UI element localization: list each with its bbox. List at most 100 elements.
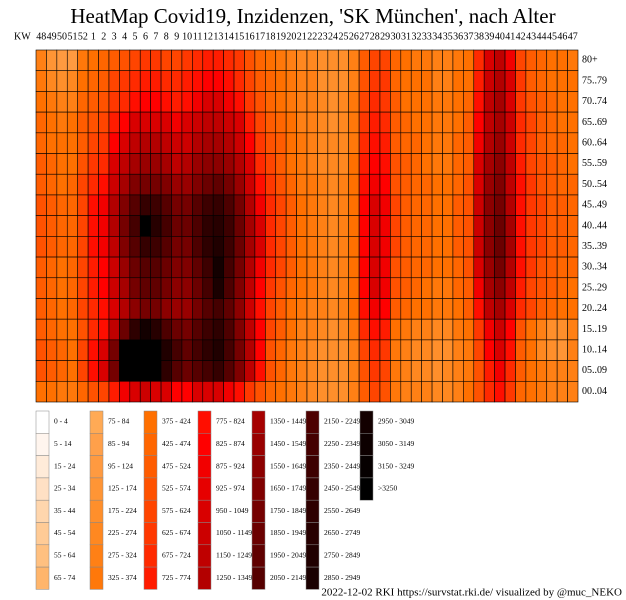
heatmap-cell bbox=[46, 298, 58, 320]
legend-label: 5 - 14 bbox=[54, 439, 72, 448]
heatmap-cell bbox=[244, 132, 256, 154]
heatmap-cell bbox=[483, 70, 495, 92]
heatmap-cell bbox=[317, 298, 329, 320]
heatmap-cell bbox=[525, 194, 537, 216]
heatmap-cell bbox=[525, 173, 537, 196]
heatmap-cell bbox=[369, 49, 381, 72]
x-tick-label: 31 bbox=[401, 31, 411, 42]
heatmap-cell bbox=[192, 215, 204, 237]
heatmap-cell bbox=[150, 256, 162, 279]
heatmap-cell bbox=[275, 173, 287, 196]
heatmap-cell bbox=[306, 215, 318, 237]
heatmap-cell bbox=[275, 91, 287, 113]
heatmap-cell bbox=[494, 173, 506, 196]
x-tick-label: 39 bbox=[484, 31, 494, 42]
heatmap-cell bbox=[35, 153, 47, 175]
heatmap-cell bbox=[515, 215, 527, 237]
heatmap-cell bbox=[483, 153, 495, 175]
heatmap-cell bbox=[265, 111, 277, 134]
heatmap-cell bbox=[337, 360, 349, 382]
heatmap-cell bbox=[369, 318, 381, 341]
heatmap-cell bbox=[223, 298, 235, 320]
heatmap-cell bbox=[171, 91, 183, 113]
heatmap-cell bbox=[504, 339, 516, 361]
heatmap-cell bbox=[87, 153, 99, 175]
y-tick-label: 40..44 bbox=[582, 220, 607, 231]
heatmap-cell bbox=[473, 194, 485, 216]
heatmap-cell bbox=[285, 360, 297, 382]
heatmap-cell bbox=[390, 360, 402, 382]
y-tick-label: 75..79 bbox=[582, 75, 607, 86]
heatmap-cell bbox=[400, 91, 412, 113]
heatmap-cell bbox=[160, 236, 172, 258]
heatmap-cell bbox=[212, 277, 224, 299]
heatmap-cell bbox=[390, 111, 402, 134]
heatmap-cell bbox=[160, 360, 172, 382]
legend-label: 775 - 824 bbox=[216, 417, 245, 426]
heatmap-cell bbox=[421, 215, 433, 237]
legend-swatch bbox=[89, 455, 104, 479]
heatmap-cell bbox=[275, 215, 287, 237]
heatmap-cell bbox=[494, 339, 506, 361]
heatmap-cell bbox=[46, 49, 58, 72]
heatmap-cell bbox=[254, 277, 266, 299]
heatmap-cell bbox=[400, 277, 412, 299]
heatmap-cell bbox=[348, 380, 360, 403]
heatmap-cell bbox=[119, 277, 131, 299]
heatmap-cell bbox=[160, 153, 172, 175]
heatmap-cell bbox=[87, 111, 99, 134]
x-tick-label: 37 bbox=[464, 31, 474, 42]
heatmap-cell bbox=[202, 339, 214, 361]
heatmap-cell bbox=[212, 380, 224, 403]
x-tick-label: 34 bbox=[432, 31, 442, 42]
heatmap-cell bbox=[431, 153, 443, 175]
x-tick-label: 29 bbox=[380, 31, 390, 42]
x-tick-label: 19 bbox=[276, 31, 286, 42]
legend-swatch bbox=[89, 544, 104, 568]
heatmap-cell bbox=[171, 173, 183, 196]
heatmap-cell bbox=[536, 91, 548, 113]
heatmap-cell bbox=[400, 49, 412, 72]
heatmap-cell bbox=[202, 236, 214, 258]
legend-label: 375 - 424 bbox=[162, 417, 191, 426]
heatmap-cell bbox=[223, 318, 235, 341]
heatmap-cell bbox=[129, 153, 141, 175]
heatmap-cell bbox=[108, 111, 120, 134]
heatmap-cell bbox=[181, 111, 193, 134]
heatmap-cell bbox=[212, 49, 224, 72]
heatmap-cell bbox=[442, 360, 454, 382]
heatmap-cell bbox=[223, 49, 235, 72]
heatmap-cell bbox=[337, 256, 349, 279]
heatmap-cell bbox=[327, 339, 339, 361]
heatmap-cell bbox=[525, 318, 537, 341]
heatmap-cell bbox=[525, 49, 537, 72]
heatmap-cell bbox=[160, 215, 172, 237]
heatmap-cell bbox=[98, 49, 110, 72]
heatmap-cell bbox=[400, 111, 412, 134]
heatmap-cell bbox=[442, 49, 454, 72]
heatmap-cell bbox=[546, 360, 558, 382]
heatmap-cell bbox=[306, 339, 318, 361]
heatmap-cell bbox=[379, 215, 391, 237]
legend-swatch bbox=[143, 477, 158, 501]
heatmap-cell bbox=[463, 380, 475, 403]
heatmap-cell bbox=[171, 153, 183, 175]
heatmap-cell bbox=[473, 132, 485, 154]
heatmap-cell bbox=[275, 70, 287, 92]
heatmap-cell bbox=[150, 318, 162, 341]
heatmap-cell bbox=[317, 173, 329, 196]
heatmap-cell bbox=[139, 91, 151, 113]
heatmap-cell bbox=[56, 173, 68, 196]
heatmap-cell bbox=[348, 49, 360, 72]
heatmap-cell bbox=[483, 194, 495, 216]
legend-label: 25 - 34 bbox=[54, 484, 75, 493]
heatmap-cell bbox=[212, 215, 224, 237]
heatmap-cell bbox=[556, 380, 568, 403]
heatmap-cell bbox=[139, 339, 151, 361]
heatmap-cell bbox=[77, 360, 89, 382]
heatmap-cell bbox=[285, 194, 297, 216]
x-tick-label: 13 bbox=[213, 31, 223, 42]
heatmap-cell bbox=[233, 153, 245, 175]
heatmap-cell bbox=[181, 70, 193, 92]
heatmap-cell bbox=[192, 256, 204, 279]
